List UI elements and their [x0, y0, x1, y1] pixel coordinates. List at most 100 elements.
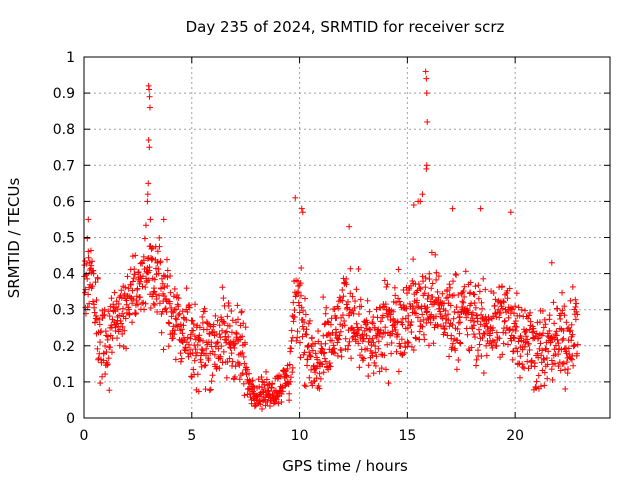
data-point	[289, 364, 296, 371]
data-point	[537, 383, 544, 390]
data-point	[273, 396, 280, 403]
data-point	[291, 307, 298, 314]
data-point	[217, 334, 224, 341]
data-point	[363, 317, 370, 324]
data-point	[319, 346, 326, 353]
data-point	[298, 265, 305, 272]
data-point	[124, 273, 131, 280]
data-point	[417, 285, 424, 292]
data-point	[307, 353, 314, 360]
data-point	[433, 269, 440, 276]
data-point	[192, 346, 199, 353]
data-point	[187, 331, 194, 338]
data-point	[203, 345, 210, 352]
data-point	[455, 291, 462, 298]
data-point	[533, 385, 540, 392]
data-point	[422, 274, 429, 281]
data-point	[453, 304, 460, 311]
data-point	[382, 301, 389, 308]
data-point	[158, 329, 165, 336]
data-point	[513, 323, 520, 330]
data-point	[538, 359, 545, 366]
data-point	[560, 335, 567, 342]
data-point	[526, 312, 533, 319]
data-point	[430, 340, 437, 347]
data-point	[298, 304, 305, 311]
data-point	[96, 321, 103, 328]
data-point	[224, 358, 231, 365]
data-point	[309, 382, 316, 389]
data-point	[428, 311, 435, 318]
data-point	[265, 387, 272, 394]
data-point	[428, 249, 435, 256]
chart-title: Day 235 of 2024, SRMTID for receiver scr…	[186, 18, 505, 36]
data-point	[475, 326, 482, 333]
data-point	[96, 316, 103, 323]
data-point	[338, 347, 345, 354]
data-point	[567, 297, 574, 304]
data-point	[414, 314, 421, 321]
data-point	[449, 321, 456, 328]
data-point	[177, 358, 184, 365]
data-point	[419, 311, 426, 318]
data-point	[461, 283, 468, 290]
data-point	[363, 332, 370, 339]
data-point	[364, 345, 371, 352]
data-point	[302, 331, 309, 338]
data-point	[137, 294, 144, 301]
data-point	[236, 376, 243, 383]
data-point	[355, 265, 362, 272]
data-point	[110, 301, 117, 308]
data-point	[238, 308, 245, 315]
data-point	[475, 282, 482, 289]
data-point	[286, 361, 293, 368]
data-point	[559, 360, 566, 367]
data-point	[408, 343, 415, 350]
data-point	[422, 68, 429, 75]
data-point	[198, 359, 205, 366]
data-point	[451, 308, 458, 315]
data-point	[536, 319, 543, 326]
data-point	[438, 313, 445, 320]
data-point	[563, 319, 570, 326]
data-point	[189, 317, 196, 324]
data-point	[202, 386, 209, 393]
data-point	[301, 382, 308, 389]
data-point	[89, 283, 96, 290]
data-point	[86, 300, 93, 307]
data-point	[533, 378, 540, 385]
data-point	[123, 345, 130, 352]
data-point	[449, 205, 456, 212]
data-point	[306, 349, 313, 356]
data-point	[454, 326, 461, 333]
data-point	[184, 309, 191, 316]
data-point	[145, 180, 152, 187]
data-point	[522, 333, 529, 340]
data-point	[339, 312, 346, 319]
data-point	[400, 286, 407, 293]
data-point	[530, 328, 537, 335]
data-point	[551, 320, 558, 327]
data-point	[441, 329, 448, 336]
data-point	[555, 351, 562, 358]
data-point	[101, 306, 108, 313]
data-point	[369, 335, 376, 342]
data-point	[378, 365, 385, 372]
data-point	[246, 370, 253, 377]
data-point	[446, 353, 453, 360]
data-point	[524, 336, 531, 343]
data-point	[379, 333, 386, 340]
data-point	[198, 363, 205, 370]
data-point	[489, 344, 496, 351]
data-point	[277, 373, 284, 380]
data-point	[204, 320, 211, 327]
data-point	[475, 295, 482, 302]
data-point	[424, 295, 431, 302]
data-point	[312, 350, 319, 357]
data-point	[505, 314, 512, 321]
data-point	[526, 326, 533, 333]
data-point	[566, 328, 573, 335]
data-point	[492, 296, 499, 303]
data-point	[245, 385, 252, 392]
data-point	[232, 373, 239, 380]
